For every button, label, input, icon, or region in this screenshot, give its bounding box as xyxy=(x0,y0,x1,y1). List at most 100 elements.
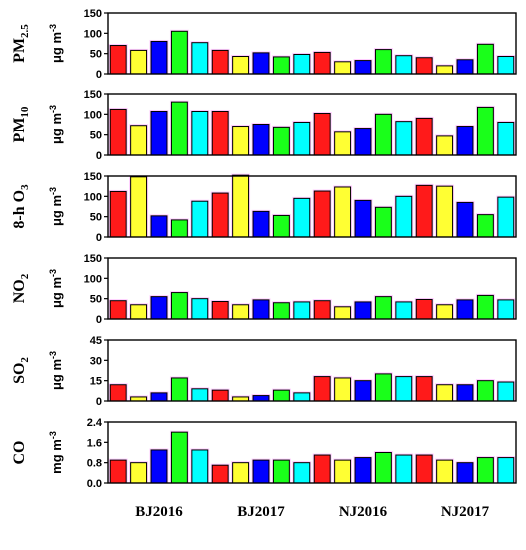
unit-label: μg m-3 xyxy=(48,187,64,226)
bar xyxy=(272,56,290,75)
panel-label: SO2 xyxy=(11,357,31,384)
bar xyxy=(272,302,290,320)
unit-label: μg m-3 xyxy=(48,269,64,308)
panel-label-main: SO xyxy=(11,363,28,384)
y-tick-label: 50 xyxy=(90,49,102,61)
bar xyxy=(374,296,392,320)
panel-label-sub: 3 xyxy=(19,184,31,190)
bar xyxy=(150,296,168,320)
plot-frame xyxy=(107,421,517,484)
bar xyxy=(334,61,352,75)
unit-text: μg m xyxy=(49,113,64,144)
unit-sup: -3 xyxy=(48,431,58,439)
unit-label: μg m-3 xyxy=(48,105,64,144)
y-tick-label: 0.8 xyxy=(87,458,102,470)
bar xyxy=(395,454,413,484)
panel-label: 8-h O3 xyxy=(11,184,31,229)
bar xyxy=(130,462,148,484)
bar xyxy=(211,301,229,320)
panel-label: CO xyxy=(11,441,28,465)
unit-text: μg m xyxy=(49,195,64,226)
panel-label: NO2 xyxy=(11,273,31,303)
unit-text: μg m xyxy=(49,277,64,308)
y-tick-label: 0 xyxy=(96,150,102,162)
bar xyxy=(211,49,229,75)
bar xyxy=(150,449,168,484)
y-tick-label: 150 xyxy=(84,253,102,265)
bar xyxy=(436,459,454,484)
y-tick-label: 0 xyxy=(96,232,102,244)
bar xyxy=(191,388,209,402)
bar xyxy=(211,192,229,238)
bar xyxy=(232,56,250,75)
bar xyxy=(497,299,515,320)
bar xyxy=(334,377,352,402)
bar xyxy=(232,174,250,238)
panel-3: 0 50 100 150 8-h O3 μg m-3 xyxy=(11,171,517,244)
bar xyxy=(150,40,168,75)
plot-frame xyxy=(107,12,517,75)
y-tick-label: 100 xyxy=(84,28,102,40)
plot-frame xyxy=(107,257,517,320)
bar xyxy=(150,215,168,238)
panel-label-sub: 10 xyxy=(19,106,31,118)
bar xyxy=(374,452,392,484)
bar xyxy=(334,459,352,484)
bar xyxy=(374,206,392,238)
y-tick-label: 50 xyxy=(90,294,102,306)
bar xyxy=(334,131,352,156)
y-tick-label: 15 xyxy=(90,376,102,388)
bar xyxy=(252,459,270,484)
unit-text: mg m xyxy=(49,439,64,474)
bar xyxy=(170,431,188,484)
bar xyxy=(272,459,290,484)
bar xyxy=(130,49,148,75)
bar xyxy=(354,380,372,402)
bar xyxy=(436,384,454,402)
bar xyxy=(456,462,474,484)
y-tick-label: 100 xyxy=(84,273,102,285)
bar xyxy=(374,113,392,156)
bar xyxy=(476,214,494,238)
bar xyxy=(293,121,311,156)
y-tick-label: 100 xyxy=(84,191,102,203)
panel-label-main: PM xyxy=(11,118,28,143)
bar xyxy=(497,196,515,238)
panel-label-main: PM xyxy=(11,38,28,63)
bar xyxy=(293,197,311,238)
panel-label-sub: 2.5 xyxy=(19,24,31,38)
bar xyxy=(476,43,494,75)
y-tick-label: 150 xyxy=(84,8,102,20)
bar xyxy=(191,298,209,320)
bar xyxy=(191,449,209,484)
bar xyxy=(354,60,372,75)
bar xyxy=(415,184,433,238)
bar xyxy=(415,57,433,75)
unit-text: μg m xyxy=(49,32,64,63)
bar xyxy=(313,376,331,402)
bar xyxy=(456,126,474,156)
bar xyxy=(109,300,127,320)
bar xyxy=(232,126,250,156)
y-tick-label: 150 xyxy=(84,171,102,183)
bar xyxy=(497,457,515,484)
bar xyxy=(293,53,311,75)
bar xyxy=(497,121,515,156)
bar xyxy=(476,380,494,402)
bar xyxy=(170,101,188,156)
y-tick-label: 0 xyxy=(96,396,102,408)
unit-sup: -3 xyxy=(48,105,58,113)
bar xyxy=(436,65,454,75)
bar xyxy=(334,186,352,238)
bar xyxy=(130,125,148,156)
bar xyxy=(313,113,331,156)
bar xyxy=(252,124,270,156)
y-tick-label: 0.0 xyxy=(87,478,102,490)
bar xyxy=(395,55,413,75)
bar xyxy=(293,392,311,402)
bar xyxy=(293,301,311,320)
bar xyxy=(476,106,494,156)
panel-2: 0 50 100 150 PM10 μg m-3 xyxy=(11,89,517,162)
bar xyxy=(374,49,392,75)
